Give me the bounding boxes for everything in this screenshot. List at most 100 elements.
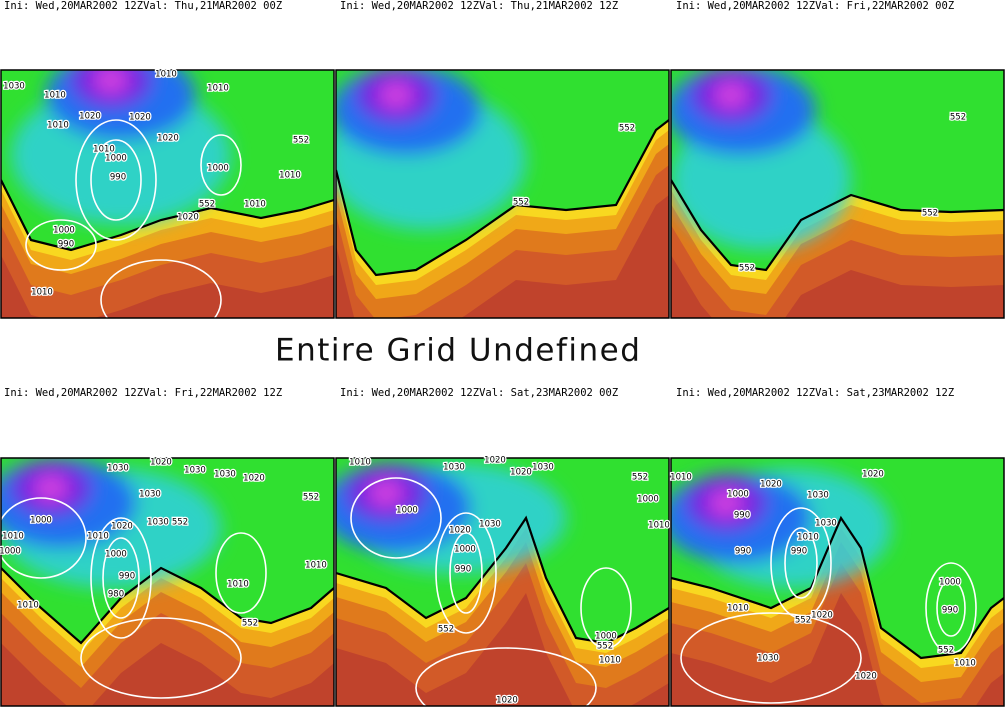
contour-label: 552 <box>938 646 954 656</box>
cold-band <box>708 489 744 517</box>
contour-label: 1030 <box>214 470 236 480</box>
contour-label: 1010 <box>2 532 24 542</box>
contour-label: 1020 <box>449 526 471 536</box>
contour-label: 990 <box>942 606 958 616</box>
isobar <box>770 507 832 619</box>
contour-label: 1000 <box>939 578 961 588</box>
contour-label: 552 <box>293 136 309 146</box>
contour-label: 552 <box>795 616 811 626</box>
contour-label: 1010 <box>279 171 301 181</box>
contour-label: 1020 <box>150 458 172 468</box>
contour-label: 1010 <box>47 121 69 131</box>
contour-label: 552 <box>199 200 215 210</box>
map-panel <box>1 70 334 318</box>
contour-label: 1010 <box>93 145 115 155</box>
contour-label: 552 <box>619 124 635 134</box>
contour-label: 1030 <box>147 518 169 528</box>
contour-label: 552 <box>632 473 648 483</box>
isobar <box>25 219 97 271</box>
front-552 <box>336 515 669 645</box>
panel-frame <box>335 457 670 707</box>
contour-label: 990 <box>455 565 471 575</box>
contour-label: 1010 <box>670 473 692 483</box>
map-panel <box>336 458 669 706</box>
contour-label: 1030 <box>479 520 501 530</box>
isobar <box>449 532 483 614</box>
contour-label: 1030 <box>532 463 554 473</box>
panel-frame <box>670 457 1005 707</box>
contour-label: 1010 <box>599 656 621 666</box>
contour-label: 1030 <box>3 82 25 92</box>
map-panel <box>671 70 1004 318</box>
isobar <box>100 259 222 318</box>
panel-header: Ini: Wed,20MAR2002 12ZVal: Thu,21MAR2002… <box>340 0 618 12</box>
contour-label: 1000 <box>105 550 127 560</box>
cold-band <box>713 81 749 109</box>
cold-band <box>368 479 404 507</box>
contour-label: 980 <box>108 590 124 600</box>
contour-label: 1000 <box>637 495 659 505</box>
contour-label: 1000 <box>30 516 52 526</box>
isobar <box>80 617 242 699</box>
front-552 <box>1 179 334 252</box>
isobar <box>435 512 497 634</box>
contour-label: 1030 <box>815 519 837 529</box>
isobar <box>1 497 87 579</box>
contour-label: 1030 <box>807 491 829 501</box>
cold-core <box>1 458 221 588</box>
panel-frame <box>0 69 335 319</box>
isobar <box>215 532 267 614</box>
contour-label: 990 <box>58 240 74 250</box>
contour-label: 1020 <box>862 470 884 480</box>
contour-label: 1020 <box>484 456 506 466</box>
contour-label: 1030 <box>757 654 779 664</box>
contour-label: 1020 <box>243 474 265 484</box>
contour-label: 1030 <box>443 463 465 473</box>
contour-label: 552 <box>597 642 613 652</box>
cold-core <box>671 70 851 250</box>
isobar <box>784 527 818 599</box>
contour-label: 1010 <box>305 561 327 571</box>
contour-label: 1000 <box>396 506 418 516</box>
isobar <box>680 612 862 704</box>
front-552 <box>671 515 1004 660</box>
contour-label: 1030 <box>184 466 206 476</box>
contour-label: 990 <box>119 572 135 582</box>
contour-label: 1000 <box>595 632 617 642</box>
contour-label: 1020 <box>510 468 532 478</box>
contour-label: 1020 <box>496 696 518 706</box>
contour-label: 1020 <box>760 480 782 490</box>
contour-label: 1010 <box>244 200 266 210</box>
panel-frame <box>670 69 1005 319</box>
contour-label: 1010 <box>87 532 109 542</box>
contour-label: 1020 <box>157 134 179 144</box>
front-552 <box>671 179 1004 272</box>
cold-core <box>11 70 231 225</box>
contour-label: 1020 <box>79 112 101 122</box>
contour-label: 552 <box>303 493 319 503</box>
cold-band <box>93 70 129 94</box>
contour-label: 1010 <box>17 601 39 611</box>
contour-label: 1020 <box>177 213 199 223</box>
contour-label: 1010 <box>648 521 670 531</box>
contour-label: 1010 <box>31 288 53 298</box>
isobar <box>75 119 157 241</box>
contour-label: 1020 <box>855 672 877 682</box>
contour-label: 990 <box>110 173 126 183</box>
front-552 <box>1 566 334 645</box>
contour-label: 1030 <box>139 490 161 500</box>
isobar <box>415 647 597 706</box>
isobar <box>925 562 977 654</box>
isobar <box>90 517 152 639</box>
panel-header: Ini: Wed,20MAR2002 12ZVal: Thu,21MAR2002… <box>4 0 282 12</box>
contour-label: 1000 <box>727 490 749 500</box>
cold-band <box>33 474 69 502</box>
cold-core <box>336 463 566 573</box>
panel-header: Ini: Wed,20MAR2002 12ZVal: Sat,23MAR2002… <box>676 387 954 399</box>
isobar <box>200 134 242 196</box>
cold-band <box>378 81 414 109</box>
contour-label: 1010 <box>207 84 229 94</box>
contour-label: 1000 <box>105 154 127 164</box>
contour-label: 1010 <box>797 533 819 543</box>
